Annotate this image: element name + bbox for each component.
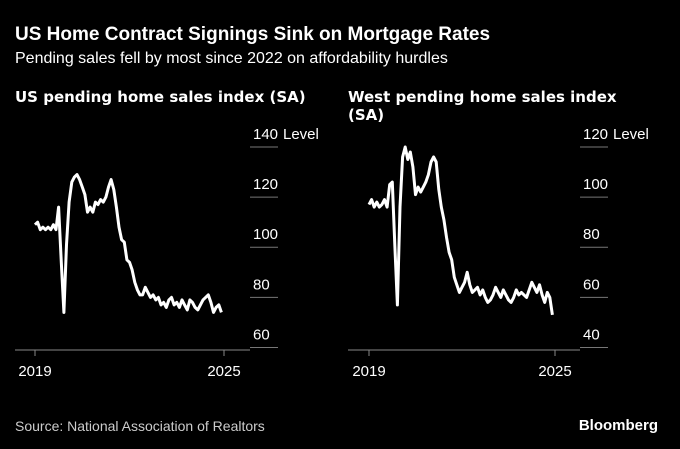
unit-label: Level bbox=[613, 126, 649, 143]
y-tick-label: 100 bbox=[583, 176, 608, 193]
subtitle: Pending sales fell by most since 2022 on… bbox=[15, 50, 448, 67]
y-tick-label: 120 bbox=[253, 176, 278, 193]
chart-title-box: US pending home sales index (SA) bbox=[15, 88, 306, 106]
chart-title: West pending home sales index (SA) bbox=[348, 88, 617, 124]
y-tick-label: 80 bbox=[583, 226, 600, 243]
x-tick-label: 2019 bbox=[18, 363, 51, 380]
y-tick-label: 60 bbox=[583, 276, 600, 293]
logo: Bloomberg bbox=[579, 417, 658, 434]
y-tick-label: 140 bbox=[253, 126, 278, 143]
line bbox=[33, 173, 223, 314]
chart-title-box: West pending home sales index (SA) bbox=[348, 88, 617, 124]
y-tick-label: 120 bbox=[583, 126, 608, 143]
x-tick-label: 2025 bbox=[207, 363, 240, 380]
x-tick-label: 2019 bbox=[352, 363, 385, 380]
title: US Home Contract Signings Sink on Mortga… bbox=[15, 24, 490, 45]
unit-label: Level bbox=[283, 126, 319, 143]
y-tick-label: 40 bbox=[583, 326, 600, 343]
y-tick-label: 80 bbox=[253, 276, 270, 293]
chart-title: US pending home sales index (SA) bbox=[15, 88, 306, 106]
x-tick-label: 2025 bbox=[538, 363, 571, 380]
line bbox=[367, 145, 554, 316]
source: Source: National Association of Realtors bbox=[15, 418, 265, 434]
y-tick-label: 100 bbox=[253, 226, 278, 243]
y-tick-label: 60 bbox=[253, 326, 270, 343]
